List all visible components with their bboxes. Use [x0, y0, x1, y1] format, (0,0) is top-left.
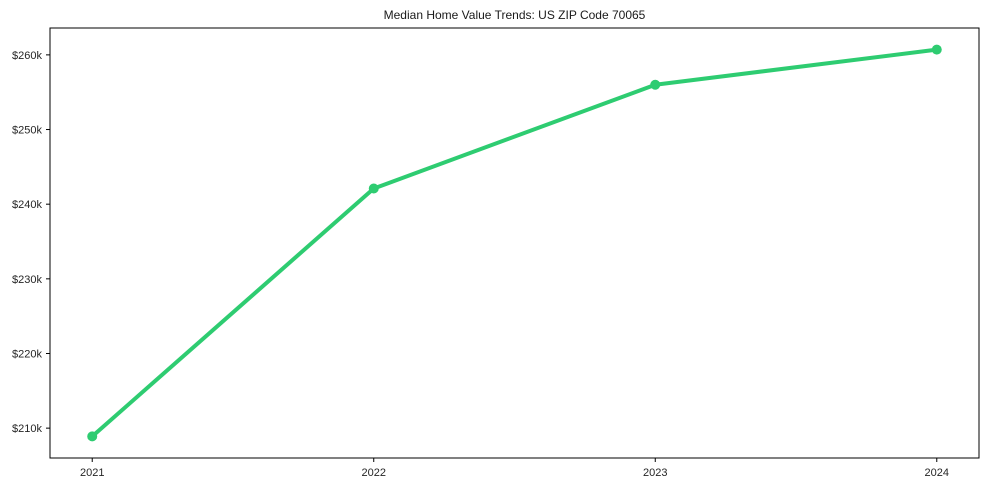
- data-point-marker: [650, 79, 661, 90]
- x-tick-label: 2022: [362, 467, 386, 479]
- x-tick-label: 2023: [643, 467, 667, 479]
- x-tick-label: 2024: [925, 467, 949, 479]
- data-point-marker: [931, 44, 942, 55]
- chart-title: Median Home Value Trends: US ZIP Code 70…: [383, 8, 646, 22]
- y-tick-label: $240k: [12, 199, 42, 211]
- y-tick-label: $260k: [12, 50, 42, 62]
- data-point-marker: [368, 183, 379, 194]
- data-point-marker: [87, 431, 98, 442]
- y-tick-label: $220k: [12, 348, 42, 360]
- trend-line: [90, 47, 939, 439]
- x-tick-label: 2021: [80, 467, 104, 479]
- y-tick-label: $250k: [12, 125, 42, 137]
- plot-border: [49, 27, 980, 459]
- y-tick-label: $230k: [12, 274, 42, 286]
- y-tick-label: $210k: [12, 423, 42, 435]
